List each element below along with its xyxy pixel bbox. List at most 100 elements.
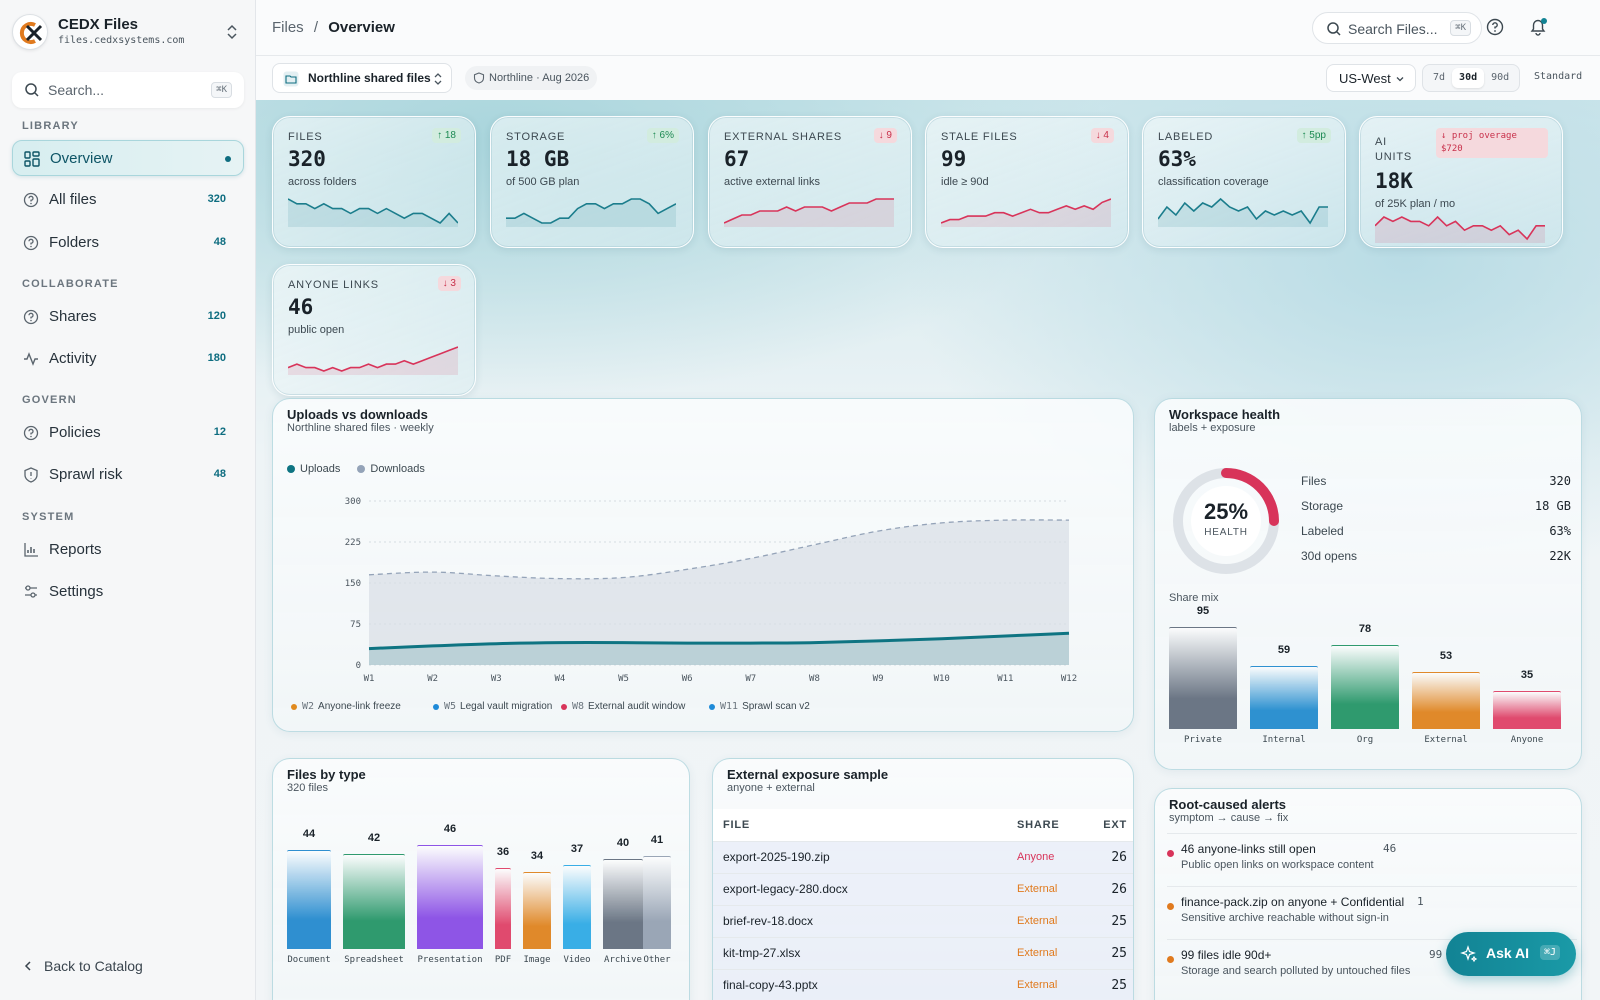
workspace-select[interactable]: Northline shared files (272, 63, 452, 93)
legend-label: Uploads (300, 463, 341, 475)
back-to-catalog-link[interactable]: Back to Catalog (22, 958, 143, 974)
event-annotation[interactable]: W8 External audit window (561, 701, 685, 712)
region-select[interactable]: US-West (1326, 64, 1416, 92)
bar[interactable] (417, 845, 483, 949)
bar[interactable] (287, 849, 331, 949)
file-name-cell[interactable]: export-2025-190.zip (713, 840, 1007, 873)
table-row[interactable]: brief-rev-18.docx External 25 (713, 904, 1133, 937)
bar[interactable] (1331, 645, 1399, 729)
file-name-cell[interactable]: export-legacy-280.docx (713, 872, 1007, 905)
column-file[interactable]: FILE (713, 809, 1007, 841)
search-icon (1327, 22, 1341, 36)
bar[interactable] (643, 856, 671, 949)
kpi-subtext: idle ≥ 90d (941, 176, 989, 188)
sidebar-item-policies[interactable]: Policies 12 (12, 415, 244, 451)
sidebar-item-folders[interactable]: Folders 48 (12, 225, 244, 261)
ask-ai-button[interactable]: Ask AI ⌘J (1446, 932, 1576, 976)
sidebar-item-reports[interactable]: Reports (12, 532, 244, 568)
kpi-card[interactable]: AI UNITS 18K of 25K plan / mo ↓ proj overag… (1359, 116, 1563, 248)
breadcrumb-root[interactable]: Files (272, 19, 304, 36)
health-gauge (1173, 468, 1279, 574)
file-name-cell[interactable]: kit-tmp-27.xlsx (713, 936, 1007, 969)
table-row[interactable]: kit-tmp-27.xlsx External 25 (713, 936, 1133, 969)
y-tick-label: 300 (345, 497, 361, 507)
range-90d[interactable]: 90d (1491, 72, 1510, 83)
y-tick-label: 225 (345, 538, 361, 548)
table-row[interactable]: export-legacy-280.docx External 26 (713, 872, 1133, 905)
kpi-delta-badge: ↑ 18 (432, 128, 461, 143)
sparkline-line (288, 346, 458, 372)
panel-title: Root-caused alerts (1169, 797, 1287, 812)
bar[interactable] (1250, 665, 1318, 729)
bar[interactable] (603, 858, 643, 949)
range-30d[interactable]: 30d (1452, 68, 1485, 88)
alert-title: 99 files idle 90d+ (1181, 948, 1272, 962)
sidebar-item-overview[interactable]: Overview (12, 140, 244, 176)
event-dot (433, 704, 439, 710)
kpi-card[interactable]: ANYONE LINKS 46 public open ↓ 3 (272, 264, 476, 396)
bell-icon[interactable] (1527, 16, 1549, 38)
kpi-card[interactable]: LABELED 63% classification coverage ↑ 5pp (1142, 116, 1346, 248)
file-name-cell[interactable]: final-copy-43.pptx (713, 968, 1007, 1000)
kpi-label: AI UNITS (1375, 136, 1412, 163)
bar[interactable] (495, 867, 511, 949)
exposure-table: FILE SHARE EXT export-2025-190.zip Anyone… (713, 809, 1133, 1000)
legend-downloads[interactable]: Downloads (357, 463, 425, 475)
event-annotation[interactable]: W11 Sprawl scan v2 (709, 701, 810, 712)
sparkline-fill (724, 199, 894, 227)
bar[interactable] (523, 872, 551, 949)
event-annotation[interactable]: W5 Legal vault migration (433, 701, 552, 712)
sparkline-line (288, 198, 458, 224)
kpi-subtext: classification coverage (1158, 176, 1269, 188)
kpi-card[interactable]: FILES 320 across folders ↑ 18 (272, 116, 476, 248)
workspace-switcher[interactable]: CEDX Files files.cedxsystems.com (12, 10, 244, 54)
alert-item[interactable]: 46 anyone-links still open Public open li… (1167, 833, 1577, 885)
kpi-card[interactable]: EXTERNAL SHARES 67 active external links ↓ … (708, 116, 912, 248)
sidebar-item-shares[interactable]: Shares 120 (12, 299, 244, 335)
panel-title: Uploads vs downloads (287, 407, 428, 422)
help-icon[interactable] (1484, 16, 1506, 38)
bar[interactable] (1412, 672, 1480, 729)
alert-item[interactable]: finance-pack.zip on anyone + Confidentia… (1167, 886, 1577, 938)
panel-title: Workspace health (1169, 407, 1281, 422)
kpi-card[interactable]: STALE FILES 99 idle ≥ 90d ↓ 4 (925, 116, 1129, 248)
column-share[interactable]: SHARE (1007, 809, 1087, 841)
y-tick-label: 150 (345, 579, 361, 589)
alert-item[interactable]: 99 files idle 90d+ Storage and search pol… (1167, 939, 1577, 991)
share-mix-label: Share mix (1169, 592, 1219, 604)
x-tick-label: W4 (554, 674, 565, 683)
event-week: W2 (302, 701, 315, 712)
table-row[interactable]: export-2025-190.zip Anyone 26 (713, 840, 1133, 873)
panel-subtitle: anyone + external (727, 782, 815, 794)
panel-subtitle: Northline shared files · weekly (287, 422, 434, 434)
ext-cell: 25 (1087, 968, 1133, 1000)
sidebar-item-activity[interactable]: Activity 180 (12, 341, 244, 377)
chevron-down-icon (1396, 77, 1404, 82)
column-ext[interactable]: EXT (1087, 809, 1133, 841)
topbar: Files / Overview Search Files... ⌘K (256, 0, 1600, 56)
ext-cell: 25 (1087, 904, 1133, 937)
range-7d[interactable]: 7d (1433, 72, 1446, 83)
bar[interactable] (1169, 627, 1237, 729)
sidebar-item-label: All files (49, 191, 97, 208)
bar-value-label: 46 (443, 823, 457, 835)
top-search-input[interactable]: Search Files... ⌘K (1312, 12, 1482, 44)
x-tick-label: W6 (682, 674, 693, 683)
sidebar-item-all-files[interactable]: All files 320 (12, 182, 244, 218)
sidebar-search-input[interactable]: Search... ⌘K (12, 72, 244, 108)
health-stat-row: Labeled 63% (1301, 524, 1571, 538)
sidebar-item-settings[interactable]: Settings (12, 574, 244, 610)
sidebar-item-sprawl-risk[interactable]: Sprawl risk 48 (12, 457, 244, 493)
ask-ai-label: Ask AI (1486, 945, 1530, 961)
alert-count: 1 (1417, 895, 1424, 908)
event-annotation[interactable]: W2 Anyone-link freeze (291, 701, 401, 712)
ext-cell: 25 (1087, 936, 1133, 969)
kpi-label: EXTERNAL SHARES (724, 131, 842, 143)
legend-uploads[interactable]: Uploads (287, 463, 340, 475)
table-row[interactable]: final-copy-43.pptx External 25 (713, 968, 1133, 1000)
kpi-card[interactable]: STORAGE 18 GB of 500 GB plan ↑ 6% (490, 116, 694, 248)
bar[interactable] (563, 865, 591, 949)
bar[interactable] (343, 854, 405, 949)
bar[interactable] (1493, 691, 1561, 729)
file-name-cell[interactable]: brief-rev-18.docx (713, 904, 1007, 937)
